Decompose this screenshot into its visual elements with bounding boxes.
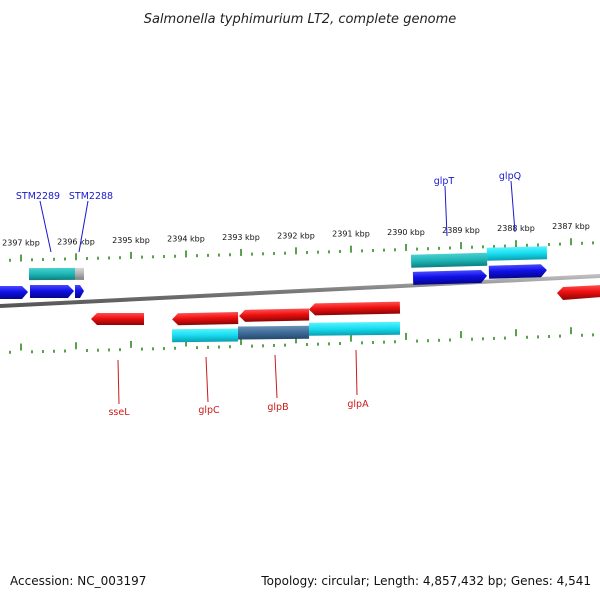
tick-label: 2390 kbp [387,228,425,237]
feature-glpA[interactable] [308,321,401,336]
tick-label: 2396 kbp [57,237,95,246]
tick-label: 2388 kbp [497,224,535,233]
leader-glpA [355,349,358,396]
gene-arrow-glpQ[interactable] [488,264,547,279]
gene-arrow-left-edge[interactable] [0,286,28,299]
map-title: Salmonella typhimurium LT2, complete gen… [144,12,457,27]
tick-label: 2393 kbp [222,233,260,242]
gene-label-STM2288[interactable]: STM2288 [69,191,113,202]
feature-STM2289[interactable] [28,267,76,281]
gene-label-glpQ[interactable]: glpQ [499,171,521,182]
tick-label: 2391 kbp [332,230,370,239]
leader-STM2289 [39,200,52,253]
gene-label-sseL[interactable]: sseL [108,407,130,418]
tick-label: 2395 kbp [112,236,150,245]
feature-glpQ[interactable] [486,246,548,261]
gene-arrow-STM2289[interactable] [30,285,74,298]
tick-label: 2387 kbp [552,222,590,231]
leader-glpB [274,354,278,399]
leader-sseL [117,359,120,405]
forward-genes [0,264,547,299]
gene-label-glpT[interactable]: glpT [434,176,455,187]
feature-glpC[interactable] [171,328,239,343]
gene-arrow-glpB[interactable] [239,308,310,322]
genome-backbone [0,274,600,308]
gene-arrow-glpC[interactable] [172,312,239,326]
feature-glpT[interactable] [410,252,488,268]
leader-glpQ [510,180,516,233]
tick-label: 2394 kbp [167,234,205,243]
leader-STM2288 [78,200,89,253]
leader-glpT [444,185,448,237]
topology-label: Topology: circular; Length: 4,857,432 bp… [261,574,591,588]
reverse-features [171,321,401,343]
tick-label: 2392 kbp [277,231,315,240]
leader-glpC [205,356,209,403]
gene-arrow-STM2288[interactable] [75,285,84,298]
feature-STM2288[interactable] [74,267,85,280]
gene-label-STM2289[interactable]: STM2289 [16,191,60,202]
gene-arrow-right-edge[interactable] [557,285,600,300]
upper-tick-ring [9,238,594,262]
tick-label: 2397 kbp [2,239,40,248]
accession-label: Accession: NC_003197 [10,574,147,588]
feature-glpB[interactable] [237,325,310,340]
gene-label-glpC[interactable]: glpC [198,405,220,416]
forward-features [28,246,548,281]
tick-label: 2389 kbp [442,226,480,235]
reverse-genes [91,285,600,326]
gene-arrow-sseL[interactable] [91,313,144,325]
gene-label-glpB[interactable]: glpB [267,402,288,413]
gene-labels: STM2289 STM2288 glpT glpQ sseL glpC glpB… [16,171,521,418]
gene-arrow-glpA[interactable] [308,301,401,316]
gene-arrow-glpT[interactable] [412,269,488,285]
gene-label-glpA[interactable]: glpA [347,399,369,410]
tick-labels: 2397 kbp 2396 kbp 2395 kbp 2394 kbp 2393 kbp… [2,222,590,247]
